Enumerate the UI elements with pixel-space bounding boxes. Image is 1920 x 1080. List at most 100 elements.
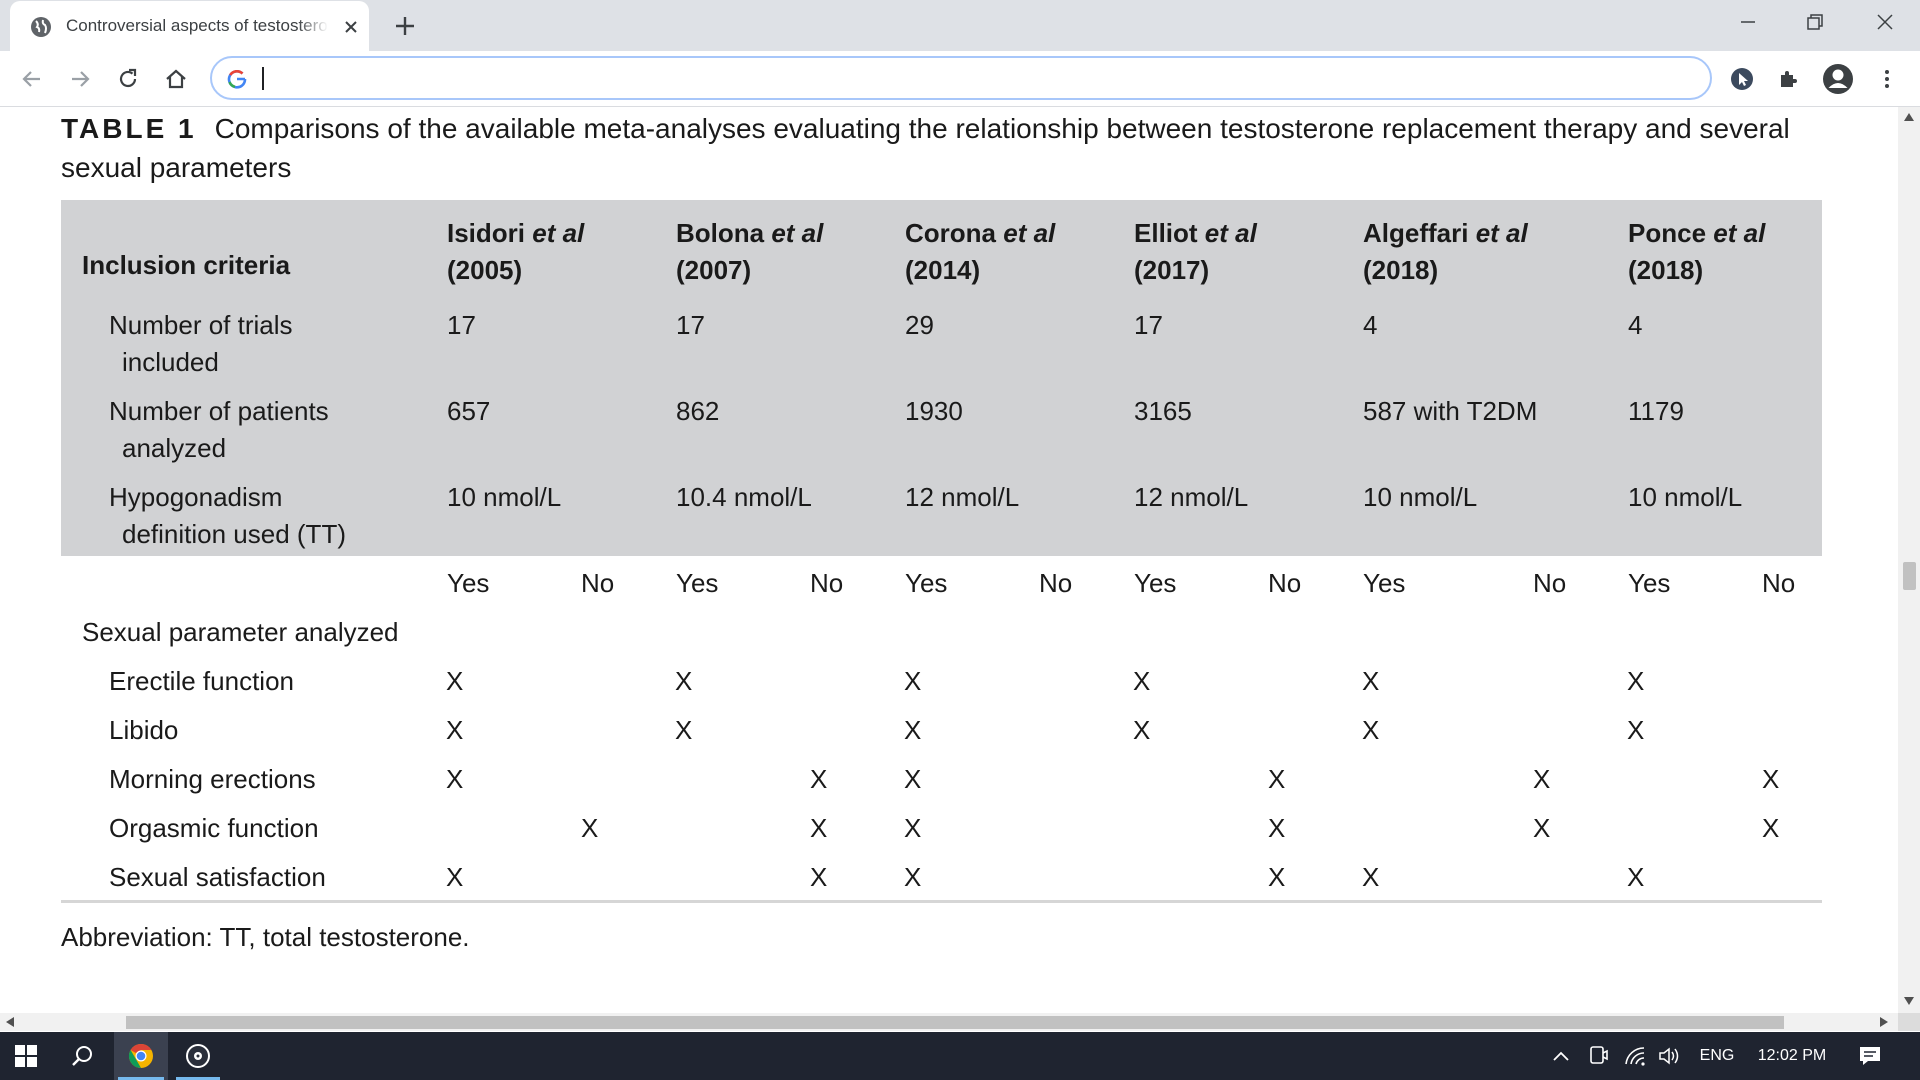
table-caption: TABLE 1 Comparisons of the available meta… [61, 109, 1831, 187]
notifications-button[interactable] [1850, 1032, 1890, 1080]
taskbar-chrome[interactable] [114, 1032, 168, 1080]
search-button[interactable] [56, 1032, 108, 1080]
inclusion-criteria-header: Inclusion criteria [82, 250, 291, 280]
mark-cell: X [904, 764, 922, 794]
back-button[interactable] [16, 63, 48, 95]
network-button[interactable] [1622, 1032, 1650, 1080]
mark-cell: X [1268, 764, 1286, 794]
minimize-button[interactable] [1728, 6, 1768, 38]
tab-title: Controversial aspects of testosterone [66, 14, 328, 38]
criteria-value: 10 nmol/L [1363, 482, 1478, 512]
chevron-up-icon [1553, 1051, 1569, 1061]
taskbar-media-app[interactable] [172, 1032, 224, 1080]
mark-cell: X [1627, 715, 1645, 745]
address-bar[interactable] [210, 56, 1712, 100]
scroll-left-icon[interactable] [6, 1017, 14, 1027]
sexual-parameter-header: Sexual parameter analyzed [82, 617, 399, 647]
wifi-icon [1625, 1047, 1645, 1066]
mark-cell: X [446, 715, 464, 745]
text-caret [262, 67, 264, 90]
mark-cell: X [1362, 666, 1380, 696]
account-icon [1823, 64, 1853, 94]
media-player-icon [186, 1044, 210, 1068]
show-hidden-icons-button[interactable] [1548, 1032, 1574, 1080]
mark-cell: X [1762, 764, 1780, 794]
parameter-label: Libido [109, 715, 179, 745]
language-indicator[interactable]: ENG [1692, 1032, 1742, 1080]
tab-strip: Controversial aspects of testosterone [0, 0, 1920, 51]
scroll-down-icon[interactable] [1904, 997, 1914, 1005]
criteria-value: 862 [676, 396, 720, 426]
extensions-menu-button[interactable] [1773, 63, 1805, 95]
mark-cell: X [446, 666, 464, 696]
criteria-value: 1930 [905, 396, 963, 426]
vertical-scroll-thumb[interactable] [1903, 562, 1916, 590]
horizontal-scrollbar[interactable] [0, 1013, 1898, 1031]
yes-column-label: Yes [905, 568, 948, 598]
mark-cell: X [446, 764, 464, 794]
no-column-label: No [581, 568, 615, 598]
horizontal-scroll-thumb[interactable] [126, 1016, 1784, 1029]
tray-meet-button[interactable] [1586, 1032, 1612, 1080]
mark-cell: X [675, 715, 693, 745]
new-tab-icon[interactable] [392, 13, 418, 39]
criteria-value: 17 [1134, 310, 1163, 340]
criteria-value: 587 with T2DM [1363, 396, 1538, 426]
scroll-right-icon[interactable] [1880, 1017, 1888, 1027]
start-button[interactable] [0, 1032, 52, 1080]
language-text: ENG [1699, 1047, 1735, 1064]
mark-cell: X [1533, 813, 1551, 843]
mark-cell: X [675, 666, 693, 696]
criteria-value: 657 [447, 396, 491, 426]
browser-tab[interactable]: Controversial aspects of testosterone [10, 1, 369, 51]
criteria-value: 10 nmol/L [447, 482, 562, 512]
yes-column-label: Yes [1628, 568, 1671, 598]
criteria-value: 4 [1628, 310, 1643, 340]
vertical-scrollbar[interactable] [1898, 107, 1920, 1013]
open-app-indicator [176, 1077, 220, 1080]
mark-cell: X [904, 715, 922, 745]
home-icon [166, 69, 186, 89]
mark-cell: X [446, 862, 464, 892]
scrollbar-corner [1898, 1013, 1920, 1031]
mark-cell: X [904, 666, 922, 696]
google-icon [227, 69, 247, 89]
no-column-label: No [1533, 568, 1567, 598]
restore-icon [1807, 14, 1823, 30]
profile-button[interactable] [1822, 63, 1854, 95]
parameter-label: Orgasmic function [109, 813, 319, 843]
reload-icon [119, 68, 137, 88]
active-app-indicator [118, 1077, 164, 1080]
mark-cell: X [581, 813, 599, 843]
browser-toolbar [0, 51, 1920, 107]
study-header: Elliot et al (2017) [1134, 218, 1257, 285]
no-column-label: No [1268, 568, 1302, 598]
table-title: Comparisons of the available meta-analys… [61, 113, 1790, 183]
criteria-label: Hypogonadism definition used (TT) [109, 482, 346, 549]
mark-cell: X [904, 813, 922, 843]
clock[interactable]: 12:02 PM [1746, 1032, 1838, 1080]
mark-cell: X [1268, 862, 1286, 892]
page-viewport[interactable]: TABLE 1 Comparisons of the available meta… [0, 107, 1898, 1013]
criteria-value: 10.4 nmol/L [676, 482, 812, 512]
criteria-value: 17 [447, 310, 476, 340]
forward-button[interactable] [64, 63, 96, 95]
close-tab-icon[interactable] [340, 16, 362, 38]
close-icon [1877, 14, 1893, 30]
mark-cell: X [810, 862, 828, 892]
close-window-button[interactable] [1865, 6, 1905, 38]
restore-button[interactable] [1795, 6, 1835, 38]
mark-cell: X [1268, 813, 1286, 843]
extension-button[interactable] [1726, 63, 1758, 95]
mark-cell: X [1627, 862, 1645, 892]
windows-taskbar: ENG 12:02 PM [0, 1032, 1920, 1080]
volume-button[interactable] [1656, 1032, 1684, 1080]
address-input[interactable] [260, 64, 1684, 94]
scroll-up-icon[interactable] [1904, 113, 1914, 121]
mark-cell: X [1627, 666, 1645, 696]
reload-button[interactable] [112, 63, 144, 95]
windows-logo-icon [15, 1045, 37, 1067]
browser-menu-button[interactable] [1871, 63, 1903, 95]
home-button[interactable] [160, 63, 192, 95]
criteria-label: Number of trials included [109, 310, 293, 377]
